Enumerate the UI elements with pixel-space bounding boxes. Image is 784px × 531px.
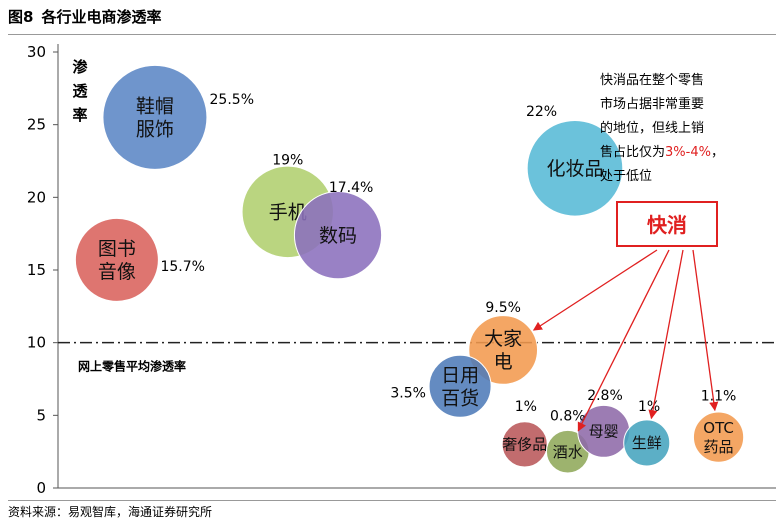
callout-box-label: 快消 [647, 213, 687, 237]
callout-text-line: 售占比仅为3%-4%， [600, 144, 724, 160]
bubble-name: OTC [703, 419, 734, 437]
top-rule [8, 34, 776, 35]
bubble-name: 数码 [319, 225, 357, 247]
bubble-图书音像[interactable] [74, 217, 159, 302]
bubble-name: 服饰 [136, 119, 174, 141]
callout-arrow [577, 249, 670, 432]
figure-title-text: 各行业电商渗透率 [41, 8, 162, 26]
y-tick-label: 5 [36, 406, 46, 424]
bubble-name: 化妆品 [546, 158, 603, 180]
y-axis-label-char: 透 [72, 82, 88, 100]
bubble-鞋帽服饰[interactable] [102, 64, 208, 170]
callout-text-line: 的地位，但线上销 [600, 120, 704, 136]
callout-text-line: 市场占据非常重要 [600, 96, 704, 112]
bubble-name: 酒水 [553, 443, 583, 461]
callout-box [616, 201, 718, 247]
data-label: 22% [526, 104, 557, 120]
data-label: 1% [638, 399, 660, 415]
data-label: 19% [272, 152, 303, 168]
bubble-name: 母婴 [589, 423, 619, 441]
y-tick-label: 25 [27, 116, 46, 134]
callout-arrow [648, 249, 684, 420]
data-label: 17.4% [329, 180, 373, 196]
data-label: 1.1% [701, 389, 737, 405]
bubble-name: 鞋帽 [136, 96, 174, 118]
bubble-name: 大家 [484, 328, 522, 350]
data-label: 9.5% [485, 300, 521, 316]
bubble-生鲜[interactable] [623, 419, 671, 467]
bubble-大家电[interactable] [468, 315, 539, 385]
figure-title: 图8 各行业电商渗透率 [8, 6, 161, 27]
y-tick-label: 20 [27, 188, 46, 206]
y-axis-label-char: 渗 [72, 58, 88, 76]
callout-highlight: 3%-4% [665, 145, 711, 160]
bubble-化妆品[interactable] [526, 119, 624, 217]
data-label: 25.5% [210, 92, 254, 108]
y-tick-label: 0 [36, 479, 46, 497]
y-tick-label: 15 [27, 261, 46, 279]
reference-line-label: 网上零售平均渗透率 [78, 359, 186, 374]
bottom-rule [8, 500, 776, 501]
data-label: 0.8% [550, 408, 586, 424]
y-axis-label-char: 率 [72, 106, 87, 124]
bubble-日用百货[interactable] [428, 354, 492, 418]
figure-number: 图8 [8, 8, 34, 26]
bubble-name: 生鲜 [632, 434, 662, 452]
bubble-name: 日用 [441, 364, 479, 386]
bubble-name: 音像 [98, 261, 136, 283]
bubble-数码[interactable] [293, 191, 383, 280]
data-label: 3.5% [390, 385, 426, 401]
bubble-name: 手机 [269, 202, 307, 224]
callout-text-line: 处于低位 [600, 169, 652, 184]
data-label: 2.8% [587, 388, 623, 404]
data-label: 1% [515, 399, 537, 415]
bubble-name: 图书 [98, 238, 136, 260]
callout-text-line: 快消品在整个零售 [600, 72, 704, 88]
callout-prefix: 售占比仅为 [600, 144, 665, 160]
bubble-name: 电 [494, 351, 513, 373]
callout-suffix: ， [711, 145, 724, 160]
y-tick-label: 30 [27, 43, 46, 61]
bubble-name: 奢侈品 [502, 436, 547, 454]
data-label: 15.7% [160, 259, 204, 275]
bubble-name: 药品 [704, 438, 734, 456]
bubble-OTC药品[interactable] [692, 411, 745, 463]
callout-arrow [532, 249, 658, 331]
callout-arrow [692, 249, 719, 412]
source-note: 资料来源：易观智库，海通证券研究所 [8, 505, 213, 519]
bubble-name: 百货 [441, 387, 479, 409]
y-tick-label: 10 [27, 334, 46, 352]
